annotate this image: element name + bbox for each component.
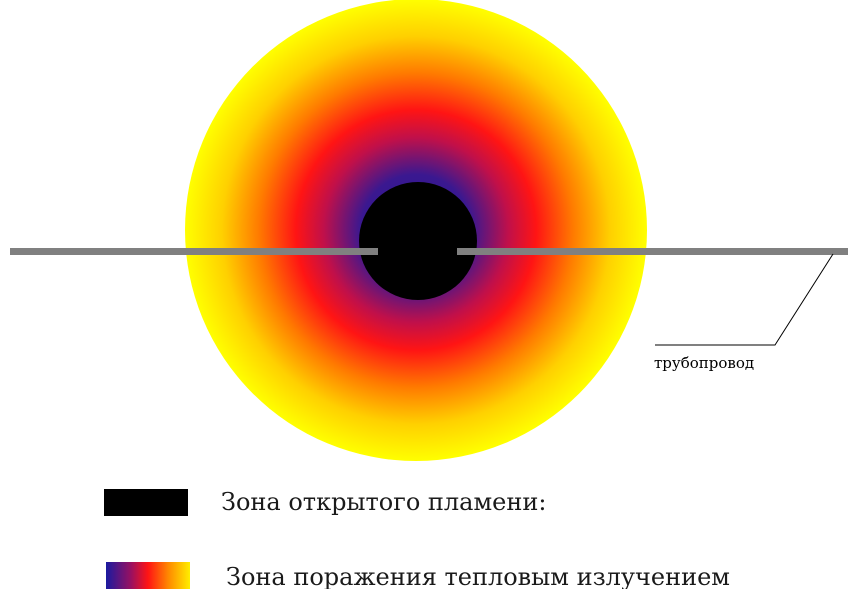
pipeline-right-segment xyxy=(457,248,848,255)
open-flame-zone xyxy=(359,182,477,300)
legend-item-thermal-radiation: Зона поражения тепловым излучением xyxy=(106,562,730,589)
pipeline-leader-line xyxy=(655,253,834,346)
legend-label-thermal-radiation: Зона поражения тепловым излучением xyxy=(226,563,730,589)
pipeline-left-segment xyxy=(10,248,378,255)
legend-item-open-flame: Зона открытого пламени: xyxy=(104,488,546,516)
legend-swatch-open-flame xyxy=(104,489,188,516)
pipeline-label: трубопровод xyxy=(654,354,754,372)
legend-label-open-flame: Зона открытого пламени: xyxy=(221,488,546,516)
legend-swatch-thermal-radiation xyxy=(106,562,190,589)
